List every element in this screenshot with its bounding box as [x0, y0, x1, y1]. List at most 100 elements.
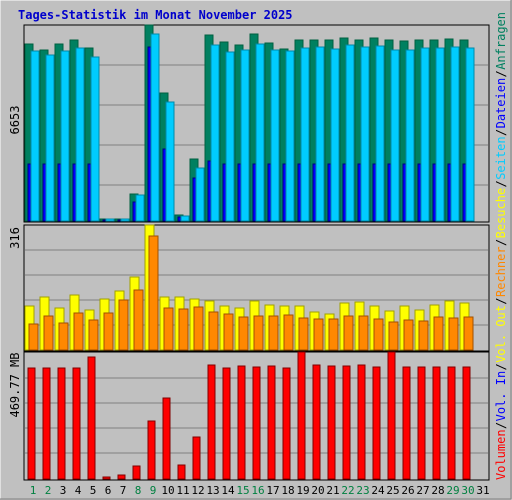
- bar-volumen-day-2: [42, 367, 51, 480]
- bar-seiten-day-2: [45, 54, 55, 222]
- bar-seiten-day-23: [360, 46, 370, 222]
- panel-requests: 6653: [8, 24, 490, 223]
- bar-seiten-day-10: [165, 101, 175, 222]
- bar-volumen-day-6: [102, 476, 111, 480]
- bar-volumen-day-12: [192, 436, 201, 480]
- bar-seiten-day-14: [225, 51, 235, 222]
- bar-volumen-day-28: [432, 366, 441, 480]
- legend-text: Rechner: [494, 246, 508, 297]
- day-label-26: 26: [401, 484, 414, 497]
- legend-text: /: [494, 239, 508, 246]
- day-label-9: 9: [150, 484, 157, 497]
- bar-rechner-day-18: [283, 314, 294, 351]
- bar-seiten-day-25: [390, 49, 400, 222]
- bar-volumen-day-27: [417, 366, 426, 480]
- bar-volumen-day-16: [252, 366, 261, 480]
- bar-volumen-day-22: [342, 365, 351, 480]
- bar-rechner-day-12: [193, 306, 204, 351]
- bar-volumen-day-29: [447, 366, 456, 480]
- legend-text: /: [494, 180, 508, 187]
- bar-rechner-day-6: [103, 312, 114, 351]
- bar-seiten-day-28: [435, 47, 445, 222]
- bar-rechner-day-4: [73, 312, 84, 351]
- bar-volumen-day-26: [402, 366, 411, 480]
- bar-seiten-day-26: [405, 49, 415, 222]
- bar-seiten-day-20: [315, 46, 325, 222]
- bar-volumen-day-15: [237, 365, 246, 480]
- legend-text: Besuche: [494, 188, 508, 239]
- bar-volumen-day-25: [387, 351, 396, 480]
- bar-rechner-day-24: [373, 318, 384, 351]
- bar-seiten-day-16: [255, 43, 265, 222]
- chart-panels: 6653 316 469.77 MB: [8, 24, 490, 481]
- bar-volumen-day-9: [147, 420, 156, 480]
- bar-seiten-day-12: [195, 167, 205, 222]
- bar-seiten-day-4: [75, 47, 85, 222]
- bar-seiten-day-18: [285, 50, 295, 222]
- day-label-29: 29: [446, 484, 459, 497]
- bar-volumen-day-24: [372, 366, 381, 480]
- day-label-10: 10: [161, 484, 174, 497]
- bar-rechner-day-19: [298, 317, 309, 351]
- bar-volumen-day-4: [72, 367, 81, 480]
- bar-volumen-day-18: [282, 367, 291, 480]
- bar-volumen-day-11: [177, 464, 186, 480]
- right-vertical-legend: Volumen/Vol. In/Vol. Out/Rechner/Besuche…: [494, 12, 508, 480]
- bar-volumen-day-8: [132, 465, 141, 480]
- day-label-18: 18: [281, 484, 294, 497]
- bar-rechner-day-29: [448, 317, 459, 351]
- chart-title: Tages-Statistik im Monat November 2025: [18, 8, 293, 22]
- bar-rechner-day-21: [328, 318, 339, 351]
- bar-volumen-day-23: [357, 364, 366, 480]
- bar-seiten-day-11: [180, 215, 190, 222]
- bar-rechner-day-27: [418, 320, 429, 351]
- day-label-30: 30: [461, 484, 474, 497]
- bar-volumen-day-5: [87, 356, 96, 480]
- bar-volumen-day-19: [297, 351, 306, 480]
- bar-seiten-day-15: [240, 49, 250, 222]
- day-label-21: 21: [326, 484, 339, 497]
- legend-text: Volumen: [494, 429, 508, 480]
- bar-rechner-day-20: [313, 318, 324, 351]
- bar-volumen-day-3: [57, 367, 66, 480]
- bar-rechner-day-11: [178, 308, 189, 351]
- bar-rechner-day-10: [163, 307, 174, 351]
- bar-volumen-day-14: [222, 367, 231, 480]
- bar-rechner-day-3: [58, 322, 69, 351]
- bar-seiten-day-3: [60, 50, 70, 222]
- day-label-31: 31: [476, 484, 489, 497]
- panel-volume: 469.77 MB: [8, 351, 490, 481]
- bar-seiten-day-27: [420, 47, 430, 222]
- day-label-12: 12: [191, 484, 204, 497]
- bar-volumen-day-1: [27, 367, 36, 480]
- panel-visits: 316: [8, 224, 490, 352]
- day-label-14: 14: [221, 484, 235, 497]
- bar-seiten-day-22: [345, 44, 355, 222]
- day-label-19: 19: [296, 484, 309, 497]
- bar-seiten-day-17: [270, 49, 280, 222]
- day-label-15: 15: [236, 484, 249, 497]
- day-label-28: 28: [431, 484, 444, 497]
- day-label-27: 27: [416, 484, 429, 497]
- bar-volumen-day-21: [327, 365, 336, 480]
- day-label-7: 7: [120, 484, 127, 497]
- legend-text: Seiten: [494, 136, 508, 179]
- legend-text: /: [494, 422, 508, 429]
- bar-rechner-day-8: [133, 289, 144, 351]
- day-label-5: 5: [90, 484, 97, 497]
- bar-seiten-day-5: [90, 56, 100, 222]
- day-label-13: 13: [206, 484, 219, 497]
- day-label-24: 24: [371, 484, 385, 497]
- bar-rechner-day-30: [463, 316, 474, 351]
- legend-text: Dateien: [494, 78, 508, 129]
- bar-rechner-day-22: [343, 315, 354, 351]
- bar-seiten-day-7: [120, 218, 130, 222]
- bar-seiten-day-8: [135, 194, 145, 222]
- bar-rechner-day-14: [223, 313, 234, 351]
- bar-seiten-day-24: [375, 45, 385, 222]
- day-label-2: 2: [45, 484, 52, 497]
- day-label-6: 6: [105, 484, 112, 497]
- day-label-20: 20: [311, 484, 324, 497]
- day-label-1: 1: [30, 484, 37, 497]
